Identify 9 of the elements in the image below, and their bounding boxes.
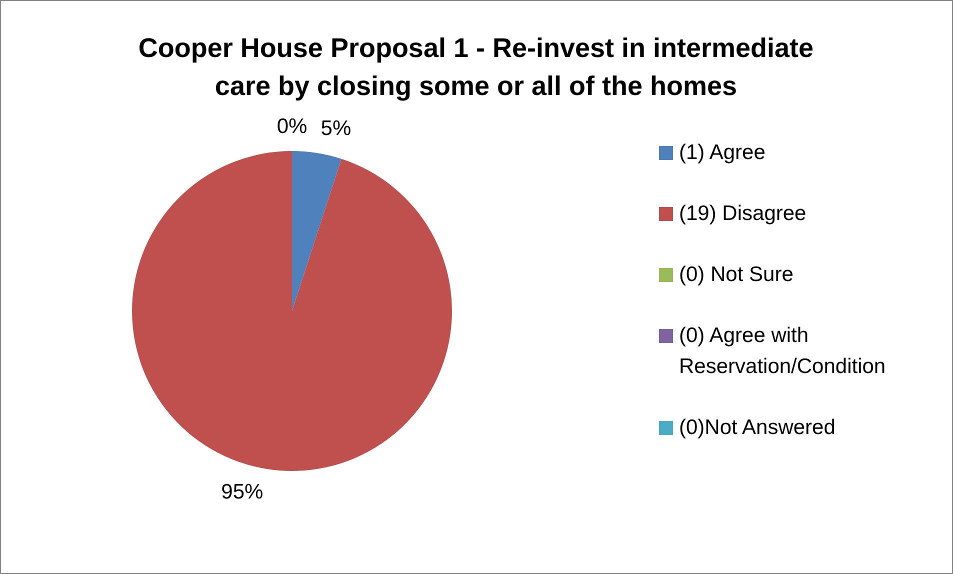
- legend-label: (1) Agree: [679, 140, 766, 166]
- data-label: 95%: [221, 480, 264, 504]
- text: 0%: [276, 114, 308, 138]
- legend-label: (0)Not Answered: [679, 415, 836, 441]
- chart-title: Cooper House Proposal 1 - Re-invest in intermediate care by closing some or all of the homes: [137, 32, 815, 103]
- legend-label: (0) Not Sure: [679, 262, 794, 288]
- data-label: 5%: [320, 117, 352, 140]
- legend-label: (19) Disagree: [679, 201, 806, 227]
- legend-label: (0) Agree with Reservation/Condition: [679, 323, 887, 380]
